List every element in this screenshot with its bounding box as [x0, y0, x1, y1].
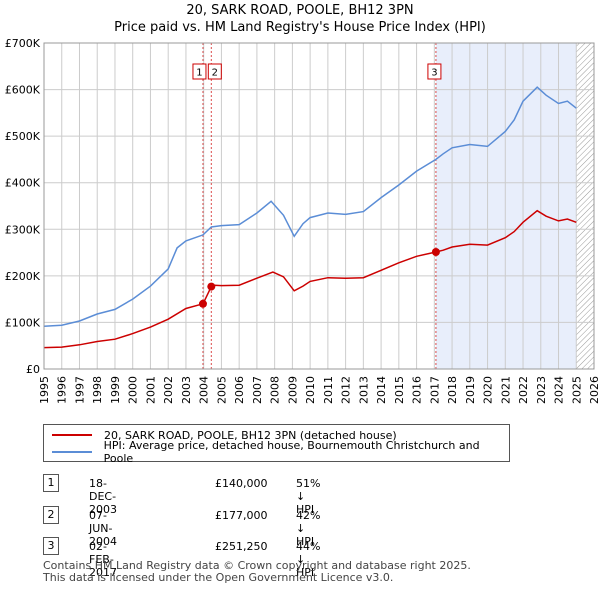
- y-tick-label: £200K: [5, 270, 41, 283]
- legend-swatch-property: [52, 434, 92, 436]
- sale-price: £177,000: [215, 509, 268, 522]
- x-tick-label: 2017: [428, 376, 441, 404]
- x-tick-label: 1999: [109, 376, 122, 404]
- x-tick-label: 2018: [446, 376, 459, 404]
- x-tick-label: 2016: [411, 376, 424, 404]
- plot-frame: [43, 42, 595, 370]
- sale-hpi-diff: 44% ↓ HPI: [296, 540, 321, 579]
- y-tick-label: £400K: [5, 177, 41, 190]
- x-tick-label: 2000: [127, 376, 140, 404]
- legend: 20, SARK ROAD, POOLE, BH12 3PN (detached…: [43, 424, 510, 465]
- x-tick-label: 2022: [517, 376, 530, 404]
- y-tick-label: £600K: [5, 84, 41, 97]
- footer-copyright: Contains HM Land Registry data © Crown c…: [43, 559, 471, 572]
- property-price-line: [43, 209, 577, 349]
- sale-hpi-diff: 42% ↓ HPI: [296, 509, 321, 548]
- x-tick-label: 2001: [144, 376, 157, 404]
- legend-item-property: 20, SARK ROAD, POOLE, BH12 3PN (detached…: [52, 427, 397, 443]
- legend-item-hpi: HPI: Average price, detached house, Bour…: [52, 439, 509, 465]
- y-tick-label: £700K: [5, 37, 41, 50]
- sale-number-badge: 3: [43, 537, 59, 555]
- sale-number-label: 1: [196, 68, 202, 79]
- chart-title: 20, SARK ROAD, POOLE, BH12 3PN: [186, 3, 414, 18]
- x-tick-label: 2008: [269, 376, 282, 404]
- x-tick-label: 2011: [322, 376, 335, 404]
- sale-number-box: [427, 63, 442, 80]
- sale-date: 02-FEB-2017: [89, 540, 117, 579]
- x-tick-label: 2012: [340, 376, 353, 404]
- hpi-line: [43, 86, 577, 327]
- legend-label-hpi: HPI: Average price, detached house, Bour…: [103, 439, 480, 465]
- sale-number-badge: 1: [43, 474, 59, 492]
- x-tick-label: 2004: [198, 376, 211, 404]
- footer-licence: This data is licensed under the Open Gov…: [43, 571, 394, 584]
- sale-date: 18-DEC-2003: [89, 477, 117, 516]
- x-tick-label: 2005: [215, 376, 228, 404]
- sale-number-badge: 2: [43, 506, 59, 524]
- x-tick-label: 2025: [570, 376, 583, 404]
- y-tick-label: £0: [26, 363, 40, 376]
- chart-subtitle: Price paid vs. HM Land Registry's House …: [114, 20, 486, 35]
- post-sale-shade: [435, 43, 577, 369]
- x-tick-label: 2021: [499, 376, 512, 404]
- sale-number-box: [207, 63, 222, 80]
- x-tick-label: 2020: [482, 376, 495, 404]
- x-tick-label: 2019: [464, 376, 477, 404]
- x-tick-label: 1998: [91, 376, 104, 404]
- sale-point: [431, 247, 440, 256]
- sale-number-label: 2: [212, 68, 218, 79]
- footer: Contains HM Land Registry data © Crown c…: [43, 560, 471, 584]
- sale-price: £140,000: [215, 477, 268, 490]
- x-tick-label: 2015: [393, 376, 406, 404]
- x-tick-label: 2010: [304, 376, 317, 404]
- sale-point: [207, 282, 216, 291]
- x-tick-label: 2003: [180, 376, 193, 404]
- y-tick-label: £300K: [5, 223, 41, 236]
- legend-label-property: 20, SARK ROAD, POOLE, BH12 3PN (detached…: [104, 428, 397, 442]
- sale-price: £251,250: [215, 540, 268, 553]
- x-tick-label: 1995: [38, 376, 51, 404]
- x-tick-label: 2009: [286, 376, 299, 404]
- x-tick-label: 2007: [251, 376, 264, 404]
- sale-point: [198, 299, 207, 308]
- x-tick-label: 1996: [56, 376, 69, 404]
- x-tick-label: 2013: [357, 376, 370, 404]
- sale-number-box: [192, 63, 207, 80]
- x-tick-label: 2002: [162, 376, 175, 404]
- sale-date: 07-JUN-2004: [89, 509, 117, 548]
- forecast-hatch: [576, 43, 594, 369]
- y-tick-label: £500K: [5, 130, 41, 143]
- x-tick-label: 2006: [233, 376, 246, 404]
- y-tick-label: £100K: [5, 316, 41, 329]
- sale-hpi-diff: 51% ↓ HPI: [296, 477, 321, 516]
- sale-number-label: 3: [431, 68, 437, 79]
- x-tick-label: 2024: [553, 376, 566, 404]
- x-tick-label: 2023: [535, 376, 548, 404]
- x-tick-label: 2026: [588, 376, 600, 404]
- x-tick-label: 1997: [73, 376, 86, 404]
- x-tick-label: 2014: [375, 376, 388, 404]
- legend-swatch-hpi: [52, 451, 92, 453]
